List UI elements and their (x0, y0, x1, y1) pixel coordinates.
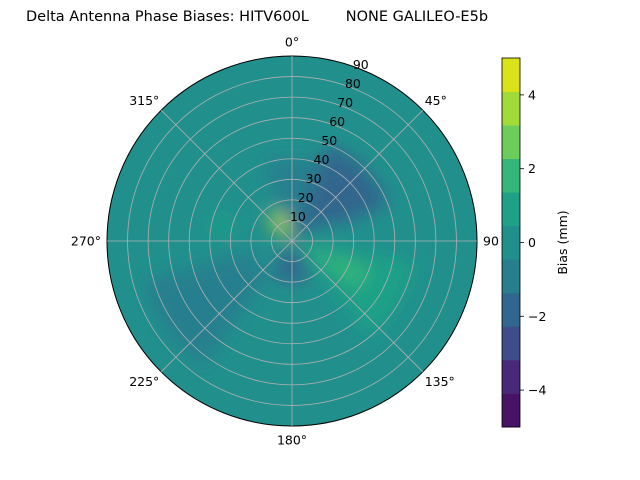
radial-tick-label: 30 (306, 171, 322, 186)
colorbar-segment (502, 292, 520, 327)
colorbar-segment (502, 359, 520, 394)
colorbar-tick-label: 0 (528, 235, 536, 250)
radial-tick-label: 20 (298, 190, 314, 205)
angular-grid-line (291, 109, 424, 242)
radial-tick-label: 40 (314, 152, 330, 167)
contour-region (308, 248, 370, 289)
colorbar-segment (502, 393, 520, 428)
contour-region (268, 212, 292, 241)
radial-tick-label: 60 (329, 114, 345, 129)
radial-tick-label: 50 (321, 133, 337, 148)
radial-tick-label: 10 (290, 209, 306, 224)
angular-tick-label: 180° (277, 433, 307, 448)
angular-tick-label: 90 (483, 234, 499, 249)
colorbar-segment (502, 125, 520, 160)
angular-tick-label: 225° (129, 374, 159, 389)
angular-tick-label: 0° (285, 35, 299, 50)
colorbar-segment (502, 91, 520, 126)
chart-title: Delta Antenna Phase Biases: HITV600L NON… (26, 9, 489, 25)
colorbar-tick-label: −2 (528, 309, 546, 324)
angular-tick-label: 270° (71, 234, 101, 249)
colorbar-label: Bias (mm) (555, 210, 570, 274)
colorbar-segment (502, 225, 520, 260)
colorbar-segment (502, 58, 520, 92)
angular-grid-line (160, 240, 293, 373)
colorbar-segment (502, 192, 520, 227)
colorbar-segment (502, 326, 520, 361)
radial-tick-label: 70 (337, 95, 353, 110)
angular-tick-label: 315° (129, 93, 159, 108)
angular-tick-label: 135° (425, 374, 455, 389)
angular-tick-label: 45° (425, 93, 447, 108)
colorbar-tick-label: 4 (528, 87, 536, 102)
contour-region (143, 251, 269, 368)
polar-tick-labels: 0° 45° 90 135° 180° 225° 270° 315° 10 20 30 40 50 60 7… (71, 35, 499, 448)
contour-region (210, 212, 235, 236)
colorbar-tick-label: −4 (528, 383, 546, 398)
colorbar-tick-label: 2 (528, 161, 536, 176)
angular-grid-line (160, 109, 293, 242)
colorbar-segment (502, 259, 520, 294)
angular-grid-line (291, 240, 424, 373)
colorbar: −4 −2 0 2 4 Bias (mm) (501, 57, 570, 428)
radial-tick-label: 80 (345, 76, 361, 91)
radial-tick-label: 90 (353, 57, 369, 72)
contour-region (292, 241, 414, 336)
colorbar-segment (502, 158, 520, 193)
polar-grid (107, 56, 477, 426)
